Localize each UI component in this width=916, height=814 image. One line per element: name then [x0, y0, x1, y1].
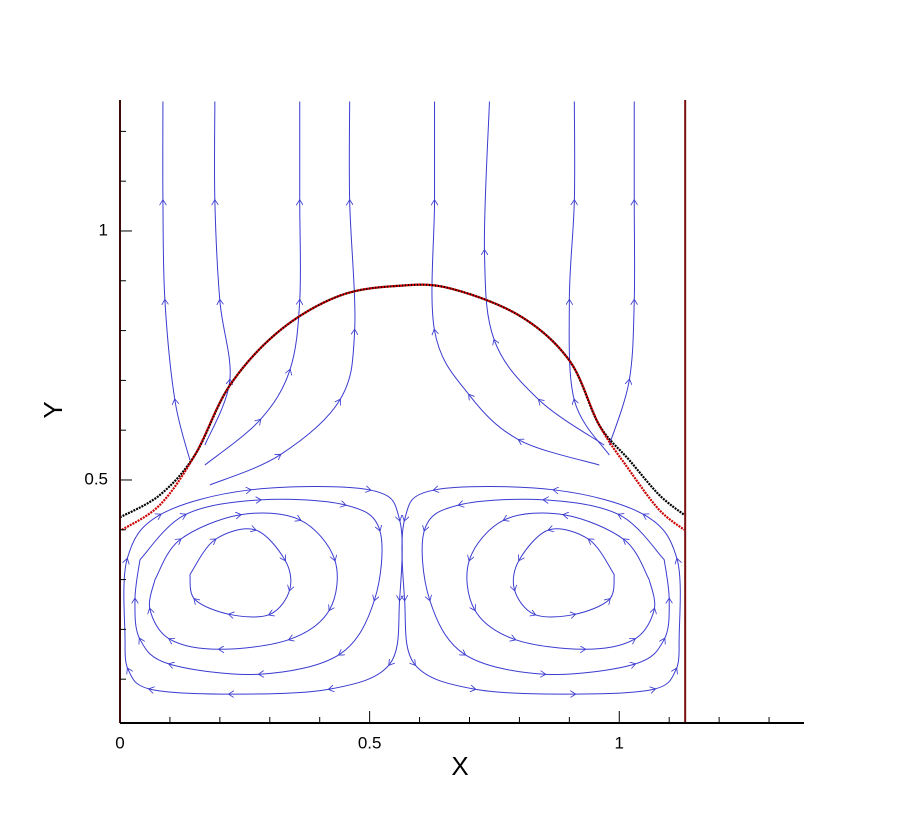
interface	[121, 283, 685, 531]
streamline	[484, 101, 605, 446]
streamline	[209, 101, 355, 486]
streamline	[432, 101, 600, 466]
x-tick-label: 0	[115, 733, 124, 752]
streamline	[466, 513, 655, 649]
streamline	[204, 101, 230, 446]
streamline	[569, 101, 610, 456]
streamline	[513, 529, 615, 617]
streamline	[421, 499, 669, 674]
streamline	[135, 499, 383, 674]
y-tick-label: 1	[99, 220, 108, 239]
streamline	[189, 529, 291, 617]
streamline	[163, 101, 191, 461]
x-tick-label: 1	[615, 733, 624, 752]
x-tick-label: 0.5	[358, 733, 382, 752]
streamline	[149, 513, 338, 649]
y-axis-title: Y	[38, 401, 68, 418]
streamline	[124, 487, 402, 695]
streamline	[608, 101, 634, 446]
x-axis-title: X	[451, 751, 468, 781]
interface	[119, 283, 685, 519]
streamline	[204, 101, 301, 466]
streamline	[402, 487, 680, 695]
y-tick-label: 0.5	[84, 469, 108, 488]
